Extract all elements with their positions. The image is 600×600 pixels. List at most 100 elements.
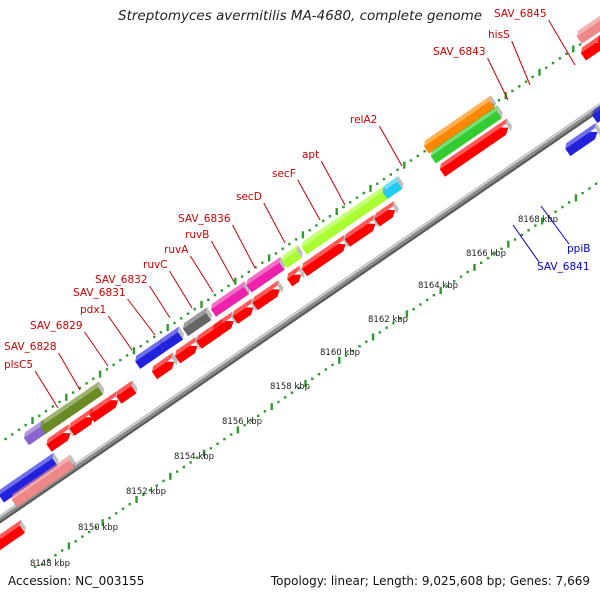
gene-feature[interactable] xyxy=(158,326,187,352)
tick-mark-bottom xyxy=(331,363,334,367)
gene-feature[interactable] xyxy=(9,454,77,508)
tick-mark-bottom xyxy=(54,554,57,557)
tick-mark-bottom xyxy=(338,356,341,364)
tick-mark-bottom xyxy=(439,287,442,295)
tick-mark-bottom xyxy=(196,456,199,459)
tick-mark-top xyxy=(207,298,210,301)
feature-arrow xyxy=(232,307,254,324)
tick-mark-bottom xyxy=(351,349,354,353)
tick-mark-bottom xyxy=(493,252,496,255)
gene-feature[interactable] xyxy=(244,256,288,293)
gene-label[interactable]: pdx1 xyxy=(80,304,106,316)
gene-feature[interactable] xyxy=(343,214,382,247)
tick-mark-bottom xyxy=(115,512,118,515)
gene-feature[interactable] xyxy=(114,380,139,404)
gene-feature[interactable] xyxy=(285,265,307,287)
gene-feature[interactable] xyxy=(230,298,259,324)
gene-feature[interactable] xyxy=(438,118,515,177)
tick-mark-top xyxy=(58,400,61,404)
gene-feature[interactable] xyxy=(38,381,106,435)
gene-feature[interactable] xyxy=(380,175,405,200)
gene-label[interactable]: SAV_6832 xyxy=(95,274,148,286)
tick-mark-top xyxy=(98,370,102,378)
gene-label[interactable]: SAV_6829 xyxy=(30,320,83,332)
leader-line xyxy=(189,255,214,293)
tick-mark-top xyxy=(403,161,406,169)
feature-top-face xyxy=(46,424,69,445)
tick-mark-bottom xyxy=(182,465,185,469)
tick-mark-top xyxy=(71,391,75,394)
gene-label[interactable]: ruvA xyxy=(164,244,189,256)
feature-box xyxy=(40,386,104,435)
gene-label[interactable]: SAV_6828 xyxy=(4,341,57,353)
tick-mark-top xyxy=(497,99,501,102)
feature-side-face xyxy=(98,381,105,395)
feature-arrow xyxy=(69,417,94,436)
tick-mark-top xyxy=(288,242,291,246)
feature-box xyxy=(0,458,58,503)
scale-label: 8156 kbp xyxy=(222,417,262,427)
gene-feature[interactable] xyxy=(428,105,505,164)
gene-feature[interactable] xyxy=(372,200,401,227)
tick-mark-top xyxy=(254,266,257,269)
tick-mark-bottom xyxy=(60,549,64,552)
feature-top-face xyxy=(576,9,600,37)
tick-mark-bottom xyxy=(257,414,260,418)
feature-arrow xyxy=(175,345,198,364)
tick-mark-top xyxy=(31,417,34,424)
gene-label[interactable]: hisS xyxy=(488,29,510,41)
tick-mark-top xyxy=(200,300,203,308)
feature-side-face xyxy=(171,352,178,366)
gene-label[interactable]: SAV_6843 xyxy=(433,46,486,58)
feature-top-face xyxy=(116,380,133,397)
feature-top-face xyxy=(592,95,600,116)
tick-mark-bottom xyxy=(209,447,212,450)
gene-feature[interactable] xyxy=(0,520,28,551)
gene-label[interactable]: secD xyxy=(236,191,262,203)
gene-label[interactable]: ppiB xyxy=(567,243,590,255)
feature-box xyxy=(159,332,184,352)
feature-arrow xyxy=(212,320,234,338)
tick-mark-bottom xyxy=(270,403,273,411)
feature-top-face xyxy=(344,214,374,240)
tick-mark-top xyxy=(578,43,582,46)
tick-mark-top xyxy=(139,345,142,348)
gene-label[interactable]: apt xyxy=(302,149,319,161)
gene-feature[interactable] xyxy=(574,9,600,44)
tick-mark-top xyxy=(240,275,244,278)
tick-mark-bottom xyxy=(567,201,571,204)
gene-feature[interactable] xyxy=(250,280,285,311)
gene-label[interactable]: secF xyxy=(272,168,296,180)
sequence-backbone xyxy=(0,102,600,524)
gene-feature[interactable] xyxy=(579,33,600,61)
tick-mark-top xyxy=(322,219,325,223)
gene-feature[interactable] xyxy=(300,234,352,277)
gene-label[interactable]: SAV_6841 xyxy=(537,261,590,273)
gene-label[interactable]: ruvC xyxy=(143,259,168,271)
gene-feature[interactable] xyxy=(181,307,215,337)
gene-feature[interactable] xyxy=(280,245,305,269)
feature-top-face xyxy=(287,265,300,279)
gene-label[interactable]: SAV_6831 xyxy=(73,287,126,299)
gene-feature[interactable] xyxy=(422,95,499,154)
scale-label: 8154 kbp xyxy=(174,452,214,462)
feature-box xyxy=(382,181,403,200)
gene-label[interactable]: SAV_6836 xyxy=(178,213,231,225)
gene-label[interactable]: ruvB xyxy=(185,229,209,241)
gene-label[interactable]: relA2 xyxy=(350,114,377,126)
leader-line xyxy=(84,331,109,367)
tick-mark-top xyxy=(220,289,223,292)
gene-feature[interactable] xyxy=(0,452,61,503)
gene-feature[interactable] xyxy=(590,95,600,124)
gene-label[interactable]: plsC5 xyxy=(4,359,33,371)
tick-mark-top xyxy=(38,414,41,417)
tick-mark-top xyxy=(518,85,521,88)
gene-feature[interactable] xyxy=(209,281,253,317)
label-leader-lines xyxy=(34,19,576,409)
scale-label: 8158 kbp xyxy=(270,382,310,392)
tick-mark-top xyxy=(227,284,230,288)
tick-mark-bottom xyxy=(459,275,463,278)
gene-feature[interactable] xyxy=(150,352,180,380)
gene-label[interactable]: SAV_6845 xyxy=(494,8,547,20)
feature-box xyxy=(0,525,25,551)
